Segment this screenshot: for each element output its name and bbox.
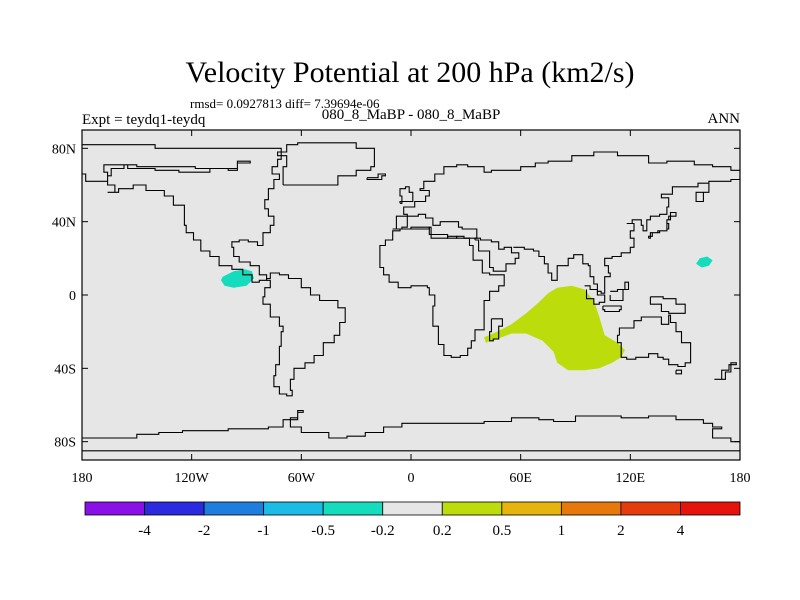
coastline-segment (474, 237, 520, 272)
y-tick-label: 40S (54, 362, 76, 377)
colorbar-swatch (203, 501, 265, 516)
colorbar-level-label: -1 (257, 523, 270, 539)
coastline-segment (675, 369, 683, 375)
colorbar-swatch (263, 501, 324, 516)
coastline-segment (392, 151, 740, 230)
coastline-segment (379, 226, 505, 358)
stats-label: rmsd= 0.0927813 diff= 7.39694e-06 (190, 96, 380, 111)
coastline-segment (489, 318, 503, 342)
coastline-segment (366, 173, 386, 181)
colorbar-swatch (144, 501, 205, 516)
coastline-segment (602, 305, 622, 313)
coastline-segment (513, 175, 740, 294)
colorbar-swatch (501, 501, 562, 516)
coastline-segment (648, 211, 677, 239)
colorbar-swatch (560, 501, 622, 516)
colorbar-level-label: 4 (677, 523, 685, 539)
y-tick-label: 80N (52, 142, 76, 157)
coastline-segment (399, 186, 414, 204)
negative-anomaly-east-pacific (220, 269, 254, 288)
chart-title: Velocity Potential at 200 hPa (km2/s) (185, 56, 634, 89)
colorbar-swatch (382, 501, 443, 516)
coastline-segment (277, 142, 375, 186)
colorbar-swatch (322, 501, 384, 516)
x-tick-label: 0 (408, 471, 415, 486)
coastline-segment (609, 281, 630, 302)
colorbar: -4 -2 -1 -0.5 -0.2 0.2 0.5 1 2 4 (84, 501, 741, 539)
center-label: 080_8_MaBP - 080_8_MaBP (322, 107, 501, 123)
x-tick-label: 120W (175, 471, 210, 486)
colorbar-swatch (441, 501, 503, 516)
x-tick-label: 60E (509, 471, 532, 486)
y-tick-label: 80S (54, 436, 76, 451)
colorbar-level-label: -0.5 (311, 523, 335, 539)
x-tick-label: 60W (288, 471, 316, 486)
coastline-segment (714, 362, 737, 380)
x-tick-label: 120E (616, 471, 646, 486)
colorbar-level-label: 0.5 (492, 523, 511, 539)
colorbar-level-label: 2 (617, 523, 625, 539)
coastline-segment (82, 409, 740, 443)
left-label: Expt = teydq1-teydq (82, 112, 206, 128)
colorbar-level-label: -2 (198, 523, 211, 539)
y-axis-ticks: 80N 40N 0 40S 80S (52, 142, 740, 451)
colorbar-level-label: 1 (558, 523, 566, 539)
positive-anomaly-indian-ocean (484, 285, 625, 371)
coastlines (82, 142, 740, 452)
y-tick-label: 40N (52, 216, 76, 231)
coastline-segment (649, 296, 686, 314)
negative-anomaly-west-pacific (696, 256, 713, 268)
y-tick-label: 0 (69, 289, 76, 304)
colorbar-level-label: 0.2 (433, 523, 452, 539)
x-tick-label: 180 (72, 471, 93, 486)
coastline-segment (82, 144, 282, 283)
colorbar-swatch (84, 501, 145, 516)
colorbar-swatch (620, 501, 681, 516)
colorbar-level-label: -4 (138, 523, 151, 539)
colorbar-level-label: -0.2 (371, 523, 395, 539)
plot-background (82, 130, 740, 460)
season-label: ANN (708, 111, 741, 127)
x-tick-label: 180 (730, 471, 751, 486)
x-axis-ticks: 180 120W 60W 0 60E 120E 180 (72, 130, 751, 486)
anomaly-regions (220, 256, 713, 371)
coastline-segment (616, 314, 692, 368)
colorbar-swatch (680, 501, 741, 516)
coastline-segment (262, 272, 346, 397)
coastline-segment (392, 213, 478, 239)
coastline-segment (584, 285, 606, 305)
